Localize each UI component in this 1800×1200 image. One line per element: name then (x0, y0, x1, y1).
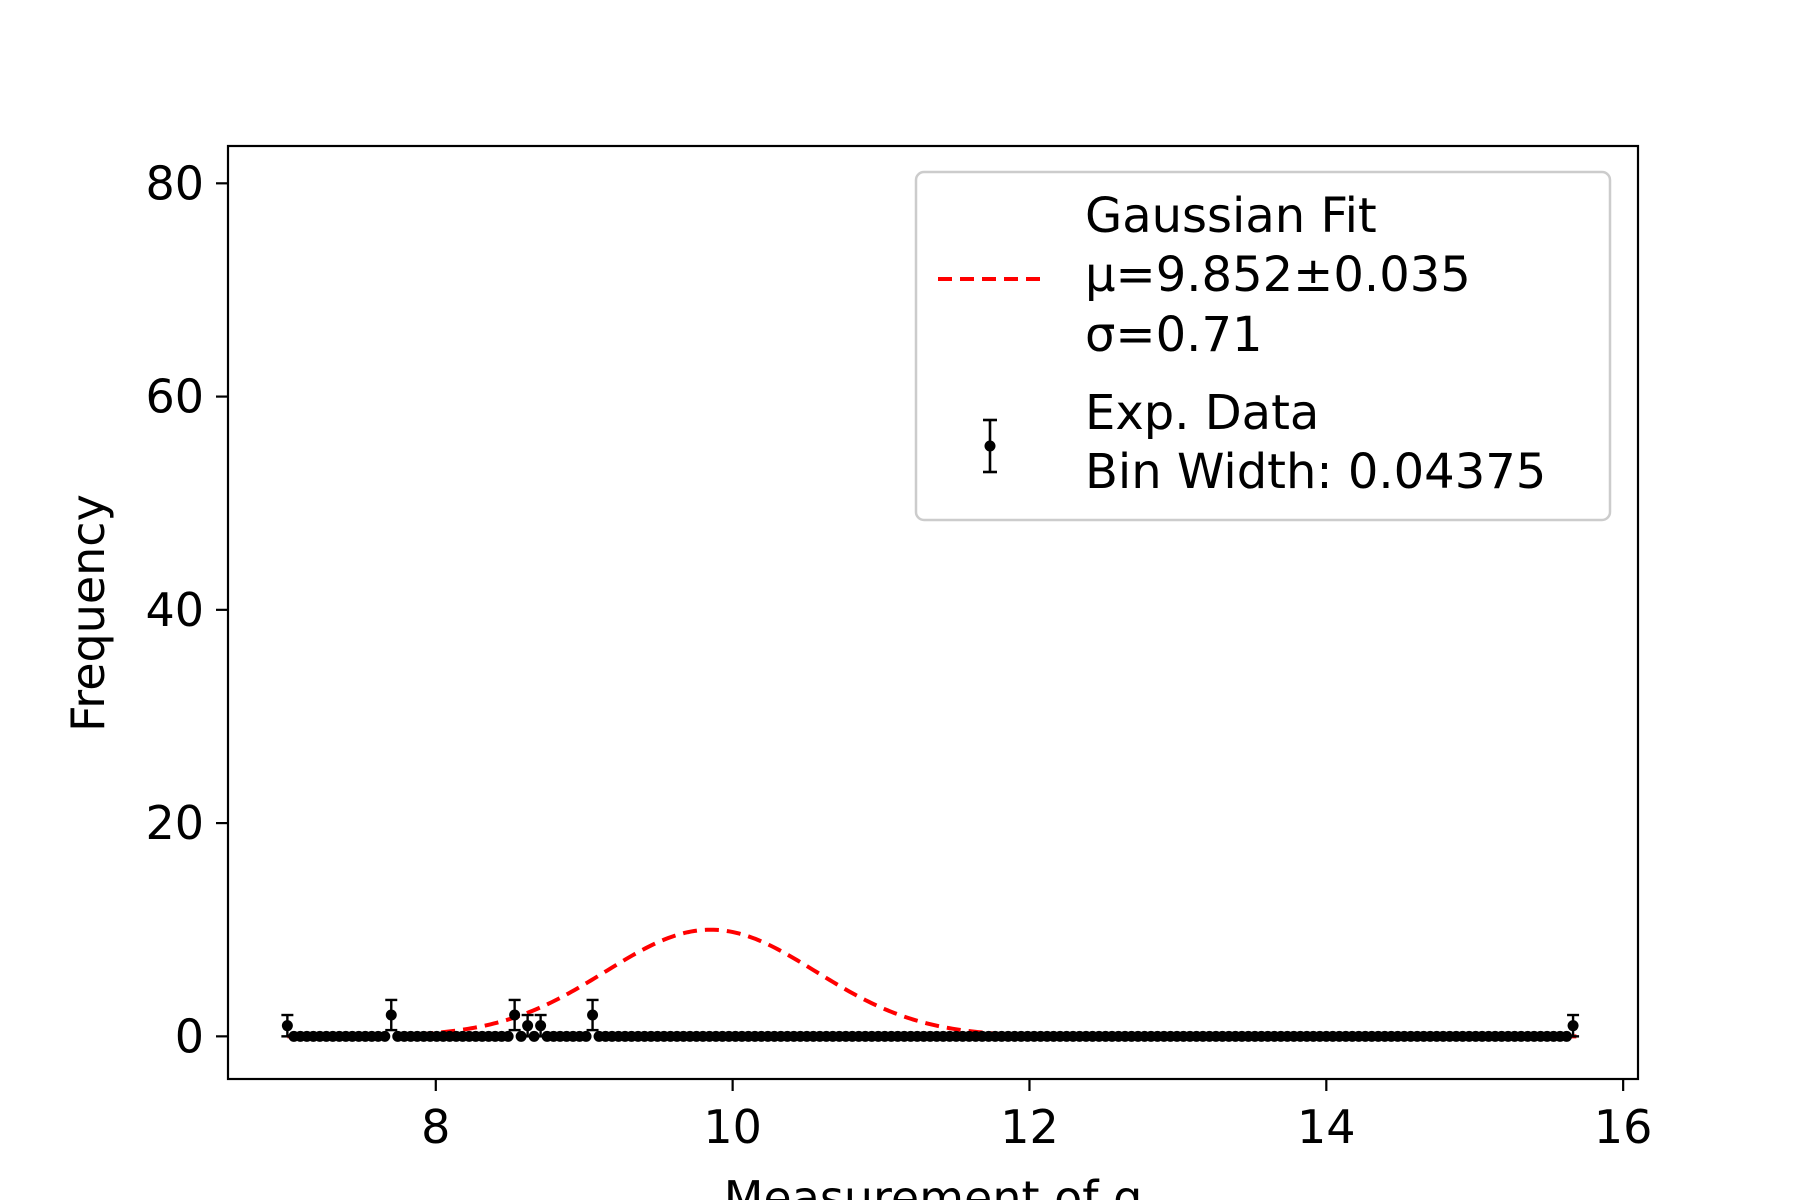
data-point (528, 1030, 540, 1042)
data-point (502, 1030, 514, 1042)
x-tick-label: 14 (1297, 1100, 1356, 1154)
x-tick-label: 12 (1000, 1100, 1059, 1154)
plot-frame (226, 144, 1640, 1081)
gaussian-fit-layer (287, 927, 1579, 1039)
data-marker (379, 1030, 391, 1042)
data-point (1567, 1013, 1580, 1038)
y-tick-label: 60 (145, 370, 204, 424)
data-point (281, 1013, 294, 1038)
y-tick-label: 80 (145, 156, 204, 210)
legend-data-binwidth: Bin Width: 0.04375 (1085, 444, 1546, 500)
data-marker (1567, 1020, 1579, 1032)
data-points-layer (281, 998, 1580, 1042)
data-marker (502, 1030, 514, 1042)
data-marker (522, 1020, 534, 1032)
x-axis-ticks: 8 10 12 14 16 (421, 1079, 1652, 1154)
data-marker (535, 1020, 547, 1032)
data-marker (528, 1030, 540, 1042)
data-point (580, 1030, 592, 1042)
x-tick-label: 8 (421, 1100, 450, 1154)
y-axis-ticks: 0 20 40 60 80 (145, 156, 228, 1063)
data-point (586, 998, 599, 1032)
data-marker (1561, 1030, 1573, 1042)
y-tick-label: 0 (175, 1009, 204, 1063)
data-marker (580, 1030, 592, 1042)
y-tick-label: 40 (145, 583, 204, 637)
data-point (385, 998, 398, 1032)
data-marker (509, 1009, 521, 1021)
data-point (515, 1030, 527, 1042)
data-marker (281, 1020, 293, 1032)
data-point (379, 1030, 391, 1042)
gaussian-fit-line (287, 927, 1579, 1039)
x-tick-label: 16 (1594, 1100, 1653, 1154)
y-tick-label: 20 (145, 796, 204, 850)
legend: Gaussian Fit μ=9.852±0.035 σ=0.71 Exp. D… (914, 170, 1612, 522)
data-marker (515, 1030, 527, 1042)
y-axis-label: Frequency (61, 494, 115, 732)
x-tick-label: 10 (703, 1100, 762, 1154)
legend-fit-mu: μ=9.852±0.035 (1085, 247, 1471, 303)
legend-data-title: Exp. Data (1085, 385, 1319, 441)
legend-fit-sigma: σ=0.71 (1085, 307, 1263, 363)
data-marker (385, 1009, 397, 1021)
data-point (508, 998, 521, 1032)
legend-box (914, 170, 1612, 522)
legend-fit-title: Gaussian Fit (1085, 188, 1377, 244)
data-point (1561, 1030, 1573, 1042)
x-axis-label: Measurement of g (724, 1171, 1143, 1200)
data-marker (587, 1009, 599, 1021)
legend-data-swatch (983, 418, 997, 474)
